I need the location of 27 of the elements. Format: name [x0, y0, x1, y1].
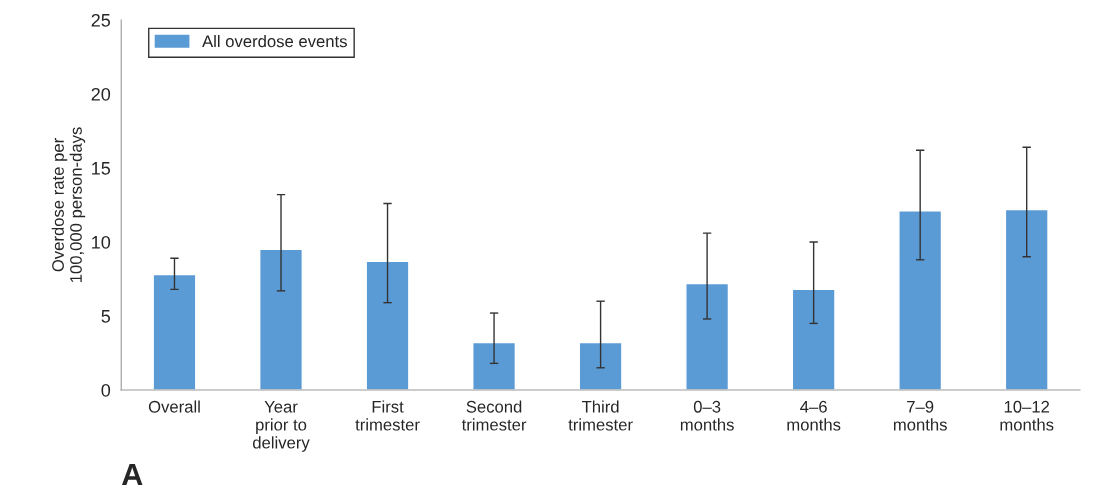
y-tick-label: 0 [101, 383, 111, 397]
bar [259, 248, 304, 390]
x-tick-label: 4–6 months [787, 400, 841, 431]
y-tick-label: 25 [91, 13, 111, 27]
y-tick-label: 15 [92, 162, 111, 175]
x-tick-label: 0–3 months [680, 400, 734, 431]
bar [898, 210, 943, 390]
text: A [121, 463, 143, 485]
x-tick-label: Second trimester [461, 400, 527, 431]
y-tick-label: 5 [101, 310, 111, 323]
bar [791, 288, 836, 390]
bar [365, 260, 410, 390]
legend-label: All overdose events [202, 35, 347, 48]
x-tick-label: 10–12 months [1000, 400, 1054, 431]
bar [152, 273, 197, 390]
bar [472, 341, 517, 390]
bar [578, 341, 623, 390]
x-tick-label: Overall [148, 400, 200, 413]
x-tick-label: Third trimester [568, 400, 633, 431]
x-tick-label: First trimester [355, 400, 420, 431]
x-tick-label: 7–9 months [893, 400, 947, 431]
bar [685, 282, 730, 390]
y-tick-label: 20 [91, 87, 111, 101]
y-axis-title: Overdose rate per 100,000 person-days [51, 127, 86, 283]
x-tick-label: Year prior to delivery [253, 401, 310, 452]
bar [1004, 208, 1049, 390]
y-tick-label: 10 [92, 235, 111, 249]
